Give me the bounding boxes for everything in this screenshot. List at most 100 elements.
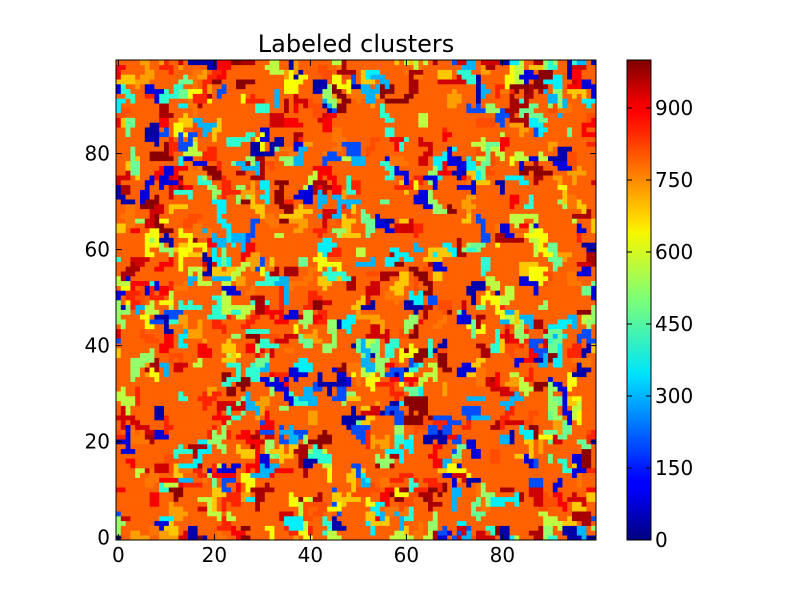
heatmap-cell (452, 304, 458, 310)
heatmap-cell (303, 304, 309, 310)
heatmap-cell (581, 501, 587, 507)
heatmap-cell (221, 357, 227, 363)
heatmap-cell (562, 448, 568, 454)
heatmap-cell (250, 535, 256, 541)
heatmap-cell (336, 343, 342, 349)
heatmap-cell (202, 410, 208, 416)
heatmap-cell (197, 420, 203, 426)
heatmap-cell (423, 381, 429, 387)
heatmap-cell (293, 458, 299, 464)
heatmap-cell (351, 444, 357, 450)
heatmap-cell (303, 381, 309, 387)
heatmap-cell (437, 348, 443, 354)
heatmap-cell (293, 328, 299, 334)
heatmap-cell (456, 309, 462, 315)
heatmap-cell (418, 429, 424, 435)
heatmap-cell (380, 348, 386, 354)
heatmap-cell (456, 376, 462, 382)
heatmap-cell (293, 324, 299, 330)
heatmap-cell (509, 348, 515, 354)
heatmap-cell (159, 511, 165, 517)
heatmap-cell (207, 410, 213, 416)
heatmap-cell (164, 319, 170, 325)
heatmap-cell (399, 396, 405, 402)
heatmap-cell (197, 309, 203, 315)
heatmap-cell (240, 511, 246, 517)
heatmap-cell (490, 372, 496, 378)
heatmap-cell (389, 516, 395, 522)
heatmap-cell (312, 434, 318, 440)
heatmap-cell (125, 362, 131, 368)
heatmap-cell (269, 439, 275, 445)
heatmap-cell (183, 487, 189, 493)
heatmap-cell (332, 516, 338, 522)
heatmap-cell (173, 482, 179, 488)
heatmap-cell (514, 352, 520, 358)
heatmap-cell (524, 448, 530, 454)
heatmap-cell (168, 415, 174, 421)
heatmap-cell (149, 352, 155, 358)
heatmap-cell (341, 338, 347, 344)
heatmap-cell (557, 348, 563, 354)
heatmap-cell (476, 496, 482, 502)
heatmap-cell (528, 520, 534, 526)
heatmap-cell (394, 420, 400, 426)
heatmap-cell (346, 429, 352, 435)
heatmap-cell (341, 482, 347, 488)
heatmap-cell (591, 453, 597, 459)
heatmap-cell (418, 348, 424, 354)
heatmap-cell (149, 463, 155, 469)
heatmap-cell (173, 352, 179, 358)
heatmap-cell (524, 400, 530, 406)
heatmap-cell (264, 415, 270, 421)
heatmap-cell (360, 410, 366, 416)
heatmap-cell (284, 516, 290, 522)
heatmap-cell (500, 415, 506, 421)
heatmap-cell (581, 357, 587, 363)
heatmap-cell (284, 468, 290, 474)
heatmap-cell (274, 300, 280, 306)
heatmap-cell (284, 400, 290, 406)
heatmap-cell (356, 506, 362, 512)
heatmap-cell (543, 487, 549, 493)
heatmap-cell (519, 405, 525, 411)
heatmap-cell (528, 391, 534, 397)
heatmap-cell (144, 434, 150, 440)
heatmap-cell (375, 458, 381, 464)
heatmap-cell (226, 516, 232, 522)
heatmap-cell (317, 314, 323, 320)
heatmap-cell (586, 530, 592, 536)
heatmap-cell (298, 400, 304, 406)
heatmap-cell (408, 338, 414, 344)
heatmap-cell (135, 300, 141, 306)
heatmap-cell (437, 501, 443, 507)
heatmap-cell (399, 328, 405, 334)
heatmap-cell (528, 372, 534, 378)
heatmap-cell (490, 376, 496, 382)
heatmap-cell (423, 314, 429, 320)
heatmap-cell (394, 463, 400, 469)
heatmap-cell (533, 367, 539, 373)
heatmap-cell (572, 415, 578, 421)
heatmap-cell (485, 309, 491, 315)
heatmap-cell (255, 477, 261, 483)
heatmap-cell (269, 434, 275, 440)
heatmap-cell (269, 362, 275, 368)
heatmap-cell (394, 381, 400, 387)
heatmap-cell (264, 391, 270, 397)
heatmap-cell (432, 300, 438, 306)
heatmap-cell (312, 357, 318, 363)
heatmap-cell (461, 367, 467, 373)
heatmap-cell (533, 468, 539, 474)
heatmap-cell (332, 343, 338, 349)
heatmap-cell (221, 487, 227, 493)
heatmap-cell (586, 348, 592, 354)
heatmap-cell (548, 396, 554, 402)
heatmap-cell (365, 338, 371, 344)
heatmap-cell (288, 516, 294, 522)
heatmap-cell (442, 516, 448, 522)
heatmap-cell (317, 477, 323, 483)
heatmap-cell (480, 535, 486, 541)
heatmap-cell (495, 328, 501, 334)
heatmap-cell (322, 506, 328, 512)
